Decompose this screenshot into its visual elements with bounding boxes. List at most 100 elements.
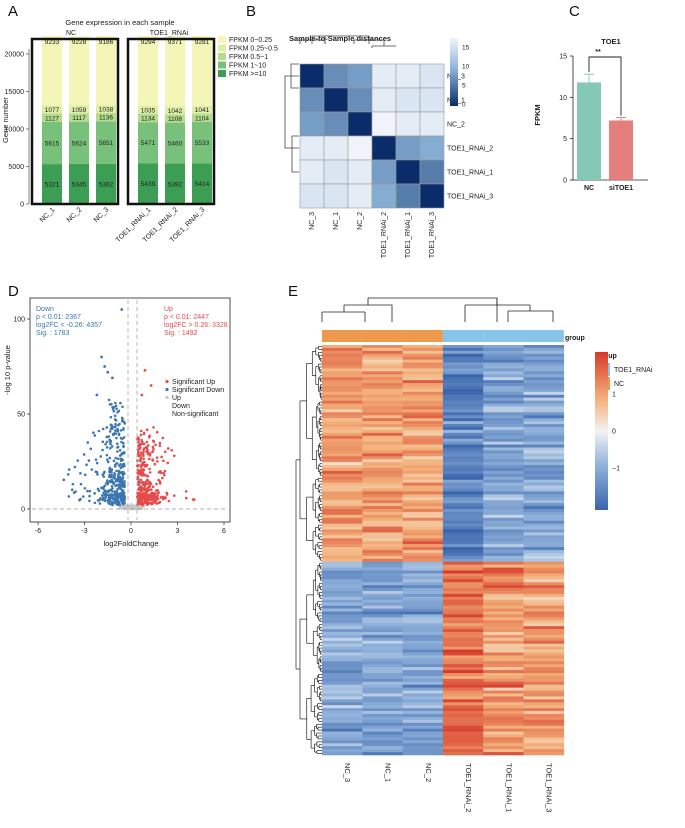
panel-d-point-down: [118, 449, 122, 452]
panel-e-heatmap-cell: [362, 746, 403, 750]
panel-d-point-up: [152, 426, 155, 429]
panel-a-segment-value: 9233: [45, 39, 60, 46]
panel-e-heatmap-cell: [442, 368, 484, 372]
panel-e-heatmap-cell: [523, 406, 565, 410]
panel-e-heatmap-cell: [523, 386, 565, 390]
panel-a-x-tick-label: NC_2: [66, 206, 84, 224]
panel-e-heatmap-cell: [483, 734, 524, 738]
panel-d-point-up: [158, 444, 162, 447]
panel-e-heatmap-cell: [402, 350, 444, 355]
panel-e-heatmap-cell: [483, 675, 524, 680]
panel-a-legend-label: FPKM 0.5~1: [229, 54, 268, 61]
panel-e-heatmap-cell: [362, 684, 403, 688]
panel-e-heatmap-cell: [523, 576, 565, 580]
panel-a-legend-label: FPKM >=10: [229, 71, 266, 78]
panel-e-heatmap-cell: [523, 708, 565, 712]
panel-e-heatmap-cell: [402, 576, 444, 580]
panel-e-heatmap-cell: [322, 564, 363, 568]
panel-e-heatmap-cell: [402, 602, 444, 606]
panel-d-point-up: [142, 442, 146, 446]
panel-d-point-down: [110, 473, 114, 477]
panel-b-heatmap-cell: [371, 87, 397, 113]
panel-c-x-tick-label: NC: [584, 185, 594, 192]
panel-e-heatmap-cell: [483, 576, 524, 580]
panel-e-heatmap-cell: [523, 623, 565, 627]
panel-e-heatmap-cell: [362, 538, 403, 542]
panel-e-heatmap-cell: [442, 743, 484, 747]
panel-e-heatmap-cell: [483, 573, 524, 577]
panel-e-heatmap-cell: [442, 681, 484, 686]
panel-b-heatmap-cell: [395, 87, 421, 113]
panel-e-heatmap-cell: [322, 470, 363, 475]
panel-e-heatmap-cell: [523, 570, 565, 574]
panel-e-heatmap-cell: [523, 561, 565, 565]
panel-d-point-down: [114, 401, 117, 405]
panel-e-heatmap-cell: [483, 708, 524, 712]
panel-e-heatmap-cell: [442, 661, 484, 665]
panel-e-heatmap-cell: [442, 702, 484, 706]
panel-e-heatmap-cell: [322, 511, 363, 516]
panel-e-heatmap-cell: [442, 359, 484, 363]
panel-a-segment-value: 9228: [72, 39, 87, 46]
panel-e-heatmap-cell: [483, 702, 524, 706]
panel-e-heatmap-cell: [442, 737, 484, 741]
panel-d-x-tick-label: 6: [222, 528, 226, 535]
panel-d-point-down: [112, 405, 116, 409]
panel-e-heatmap-cell: [483, 696, 524, 700]
panel-e-heatmap-cell: [322, 415, 363, 419]
panel-e-heatmap-cell: [322, 681, 363, 686]
panel-a-legend-label: FPKM 0~0.25: [229, 37, 272, 44]
panel-e-heatmap-cell: [523, 473, 565, 478]
panel-e-heatmap-cell: [402, 605, 444, 609]
panel-b-col-label: NC_1: [333, 212, 340, 230]
panel-d-point-up: [155, 430, 159, 434]
panel-d-point-up: [162, 459, 165, 463]
panel-d-point-down: [103, 494, 107, 497]
panel-a-x-tick-label: NC_1: [39, 206, 57, 224]
panel-d-point-down: [62, 478, 66, 482]
panel-e-heatmap-cell: [402, 658, 444, 662]
panel-e-heatmap-cell: [442, 353, 484, 358]
panel-e-heatmap-cell: [483, 544, 524, 548]
panel-e-heatmap-cell: [523, 655, 565, 659]
panel-d-point-up: [146, 448, 149, 452]
panel-e-heatmap-cell: [483, 605, 524, 609]
panel-e-heatmap-cell: [362, 371, 403, 375]
panel-d-point-up: [149, 452, 152, 455]
panel-e-heatmap-cell: [362, 588, 403, 592]
panel-e-heatmap-cell: [483, 711, 524, 715]
panel-d-point-down: [118, 479, 121, 482]
panel-a-segment-value: 5439: [141, 181, 156, 188]
panel-e-heatmap-cell: [523, 412, 565, 416]
panel-e-heatmap-cell: [483, 725, 524, 729]
panel-d-point-up: [164, 496, 167, 499]
panel-d-point-down: [105, 426, 109, 429]
panel-e-heatmap-cell: [362, 593, 403, 598]
panel-e-heatmap-cell: [442, 728, 484, 732]
panel-a-legend-swatch: [218, 53, 226, 60]
panel-e-heatmap-cell: [362, 602, 403, 606]
panel-b-col-label: NC_3: [309, 212, 316, 230]
panel-d-legend-label: Significant Down: [172, 387, 224, 394]
panel-e-heatmap-cell: [483, 752, 524, 756]
panel-d-point-down: [114, 429, 117, 432]
panel-e-heatmap-cell: [442, 629, 484, 633]
panel-d-up-summary: p < 0.01: 2447: [164, 314, 209, 321]
panel-a-bar-segment: [138, 36, 158, 106]
panel-d-point-up: [157, 491, 161, 494]
panel-d-legend-label: Non-significant: [172, 411, 218, 418]
panel-a-bar-segment: [96, 105, 116, 113]
panel-d-point-up: [148, 454, 152, 457]
panel-d-point-down: [109, 415, 113, 419]
panel-a-bar-segment: [96, 112, 116, 122]
panel-e-heatmap-cell: [362, 529, 403, 533]
panel-e-heatmap-cell: [523, 593, 565, 598]
panel-e-heatmap-cell: [483, 541, 524, 545]
panel-e-heatmap-cell: [402, 432, 444, 437]
panel-a-segment-value: 5345: [72, 181, 87, 188]
panel-e-heatmap-cell: [523, 397, 565, 401]
panel-e-heatmap-cell: [523, 573, 565, 577]
panel-e-heatmap-cell: [442, 716, 484, 721]
panel-b-heatmap-cell: [395, 111, 421, 137]
panel-e-heatmap-cell: [442, 388, 484, 393]
